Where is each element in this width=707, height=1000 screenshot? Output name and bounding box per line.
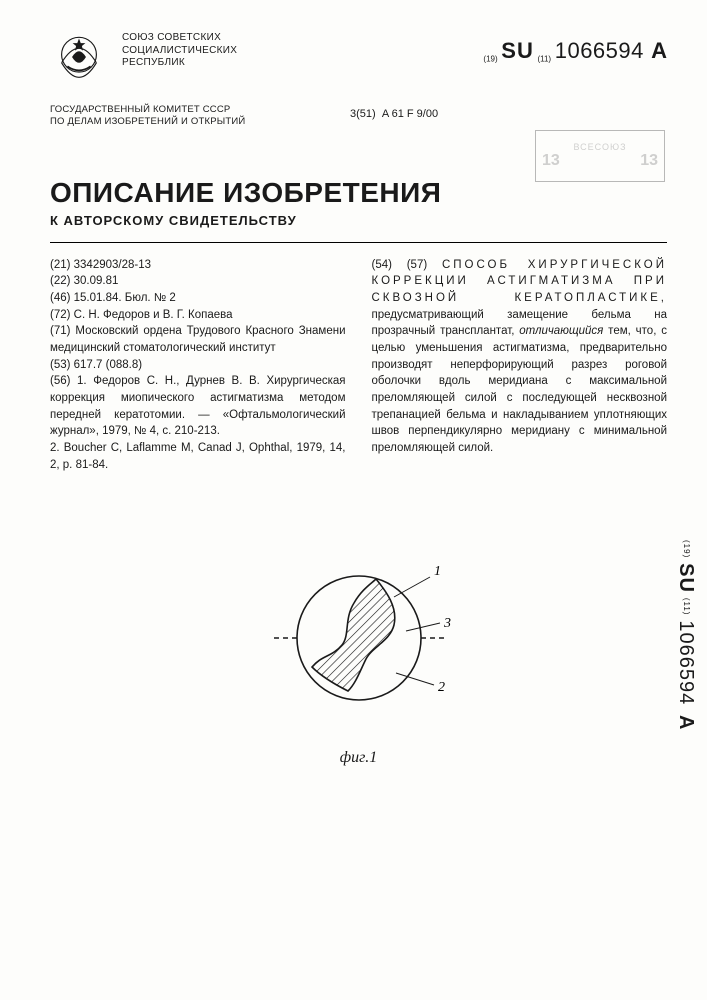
kind-code: A: [651, 38, 667, 63]
field-22: (22) 30.09.81: [50, 273, 346, 290]
issuer-line: СОЮЗ СОВЕТСКИХ: [122, 32, 237, 45]
bibliographic-data: (21) 3342903/28-13 (22) 30.09.81 (46) 15…: [50, 257, 667, 474]
issuer-line: СОЦИАЛИСТИЧЕСКИХ: [122, 45, 237, 58]
issuer-block: СОЮЗ СОВЕТСКИХ СОЦИАЛИСТИЧЕСКИХ РЕСПУБЛИ…: [122, 28, 237, 70]
biblio-left-column: (21) 3342903/28-13 (22) 30.09.81 (46) 15…: [50, 257, 346, 474]
side-country-code: SU: [675, 563, 697, 593]
figure-label-2: 2: [438, 680, 445, 695]
side-doc-number: 1066594: [675, 620, 697, 705]
figure-1: 1 3 2: [50, 523, 667, 753]
field-71: (71) Московский ордена Трудового Красног…: [50, 323, 346, 356]
divider: [50, 242, 667, 243]
state-emblem: [50, 28, 108, 86]
registration-stamp: ВСЕСОЮЗ 13 13: [535, 130, 665, 182]
ipc-code: A 61 F 9/00: [382, 108, 438, 120]
field-11: (11): [537, 55, 551, 64]
figure-caption: фиг.1: [50, 749, 667, 767]
field-56: (56) 1. Федоров С. Н., Дурнев В. В. Хиру…: [50, 373, 346, 440]
abstract-body: тем, что, с целью уменьшения астигматизм…: [372, 325, 668, 454]
stamp-left: 13: [542, 152, 560, 170]
field-46: (46) 15.01.84. Бюл. № 2: [50, 290, 346, 307]
stamp-right: 13: [640, 152, 658, 170]
abstract-prefix: (54) (57): [372, 259, 442, 271]
abstract-distinguishing: отличающийся: [519, 325, 603, 337]
biblio-right-column: (54) (57) СПОСОБ ХИРУРГИЧЕСКОЙ КОРРЕКЦИИ…: [372, 257, 668, 474]
issuer-line: РЕСПУБЛИК: [122, 57, 237, 70]
side-field-11: (11): [682, 598, 691, 616]
country-code: SU: [501, 38, 534, 63]
field-21: (21) 3342903/28-13: [50, 257, 346, 274]
field-19: (19): [483, 55, 497, 64]
publication-number: (19) SU (11) 1066594 A: [483, 28, 667, 64]
doc-number: 1066594: [555, 38, 644, 63]
side-publication-number: (19) SU (11) 1066594 A: [674, 540, 697, 730]
field-72: (72) С. Н. Федоров и В. Г. Копаева: [50, 307, 346, 324]
ipc-prefix: 3(51): [350, 108, 376, 120]
side-kind-code: A: [675, 715, 697, 730]
figure-label-3: 3: [443, 616, 451, 631]
field-56b: 2. Boucher C, Laflamme M, Canad J, Ophth…: [50, 440, 346, 473]
stamp-top: ВСЕСОЮЗ: [542, 142, 658, 152]
ipc-classification: 3(51) A 61 F 9/00: [350, 108, 438, 120]
field-53: (53) 617.7 (088.8): [50, 357, 346, 374]
doc-subheadline: К АВТОРСКОМУ СВИДЕТЕЛЬСТВУ: [50, 213, 667, 228]
side-field-19: (19): [682, 540, 691, 558]
figure-label-1: 1: [434, 564, 441, 579]
